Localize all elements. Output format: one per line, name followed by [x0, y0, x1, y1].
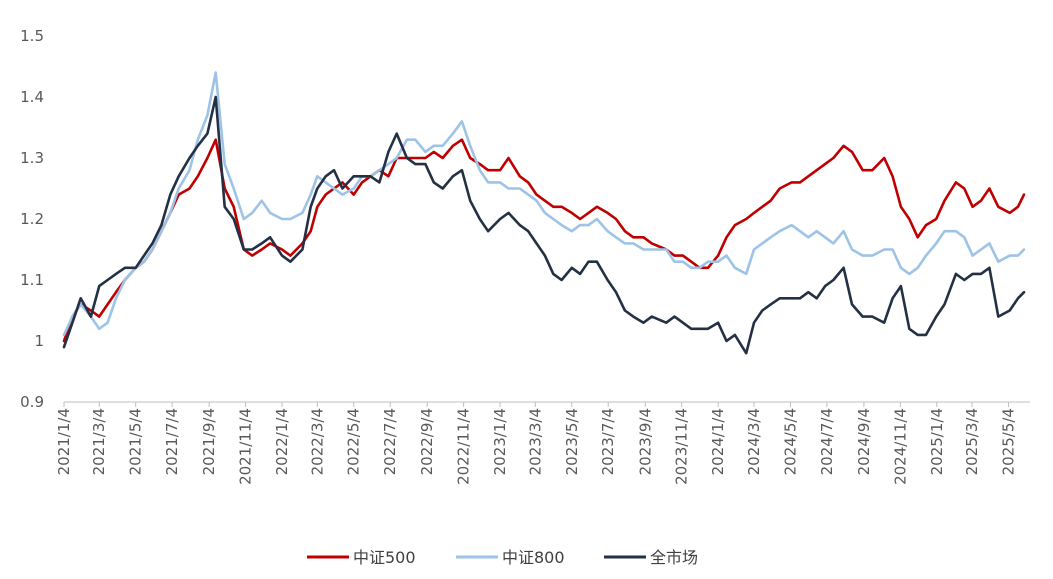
x-tick-label: 2025/3/4 — [963, 408, 981, 475]
x-tick-label: 2023/11/4 — [673, 408, 691, 485]
y-tick-label: 1.3 — [20, 149, 44, 167]
legend-label-2: 全市场 — [650, 548, 698, 567]
x-tick-label: 2022/5/4 — [345, 408, 363, 475]
series-line-0 — [62, 138, 1026, 343]
x-axis: 2021/1/4 2021/3/4 2021/5/4 2021/7/4 2021/9/4… — [55, 401, 1030, 485]
x-tick-label: 2023/9/4 — [636, 408, 654, 475]
x-tick-label: 2023/7/4 — [599, 408, 617, 475]
y-tick-label: 1.1 — [20, 271, 44, 289]
series-line-1 — [62, 71, 1026, 337]
y-tick-label: 1 — [34, 332, 44, 350]
x-tick-label: 2024/7/4 — [818, 408, 836, 475]
y-tick-label: 1.2 — [20, 210, 44, 228]
legend-label-0: 中证500 — [353, 548, 416, 567]
x-tick-label: 2021/3/4 — [90, 408, 108, 475]
x-tick-label: 2025/1/4 — [928, 408, 946, 475]
x-tick-label: 2021/1/4 — [55, 408, 73, 475]
x-tick-label: 2023/5/4 — [563, 408, 581, 475]
series-line-2 — [62, 95, 1026, 355]
legend: 中证500 中证800 全市场 — [307, 548, 698, 567]
x-tick-label: 2021/9/4 — [200, 408, 218, 475]
x-tick-label: 2024/3/4 — [745, 408, 763, 475]
y-tick-label: 1.5 — [20, 27, 44, 45]
x-tick-label: 2024/1/4 — [709, 408, 727, 475]
y-tick-label: 1.4 — [20, 88, 44, 106]
x-tick-label: 2024/11/4 — [891, 408, 909, 485]
x-tick-label: 2022/9/4 — [418, 408, 436, 475]
x-tick-label: 2022/11/4 — [455, 408, 473, 485]
x-tick-label: 2021/5/4 — [127, 408, 145, 475]
x-tick-label: 2021/7/4 — [163, 408, 181, 475]
y-axis: 0.9 1 1.1 1.2 1.3 1.4 1.5 — [20, 27, 44, 411]
legend-label-1: 中证800 — [502, 548, 565, 567]
y-tick-label: 0.9 — [20, 393, 44, 411]
x-tick-label: 2024/9/4 — [855, 408, 873, 475]
x-tick-label: 2025/5/4 — [999, 408, 1017, 475]
x-tick-label: 2021/11/4 — [237, 408, 255, 485]
x-tick-label: 2022/7/4 — [381, 408, 399, 475]
x-tick-label: 2022/3/4 — [308, 408, 326, 475]
x-tick-label: 2023/3/4 — [526, 408, 544, 475]
x-tick-label: 2022/1/4 — [273, 408, 291, 475]
series-group — [62, 71, 1026, 355]
x-tick-label: 2024/5/4 — [781, 408, 799, 475]
x-tick-label: 2023/1/4 — [491, 408, 509, 475]
